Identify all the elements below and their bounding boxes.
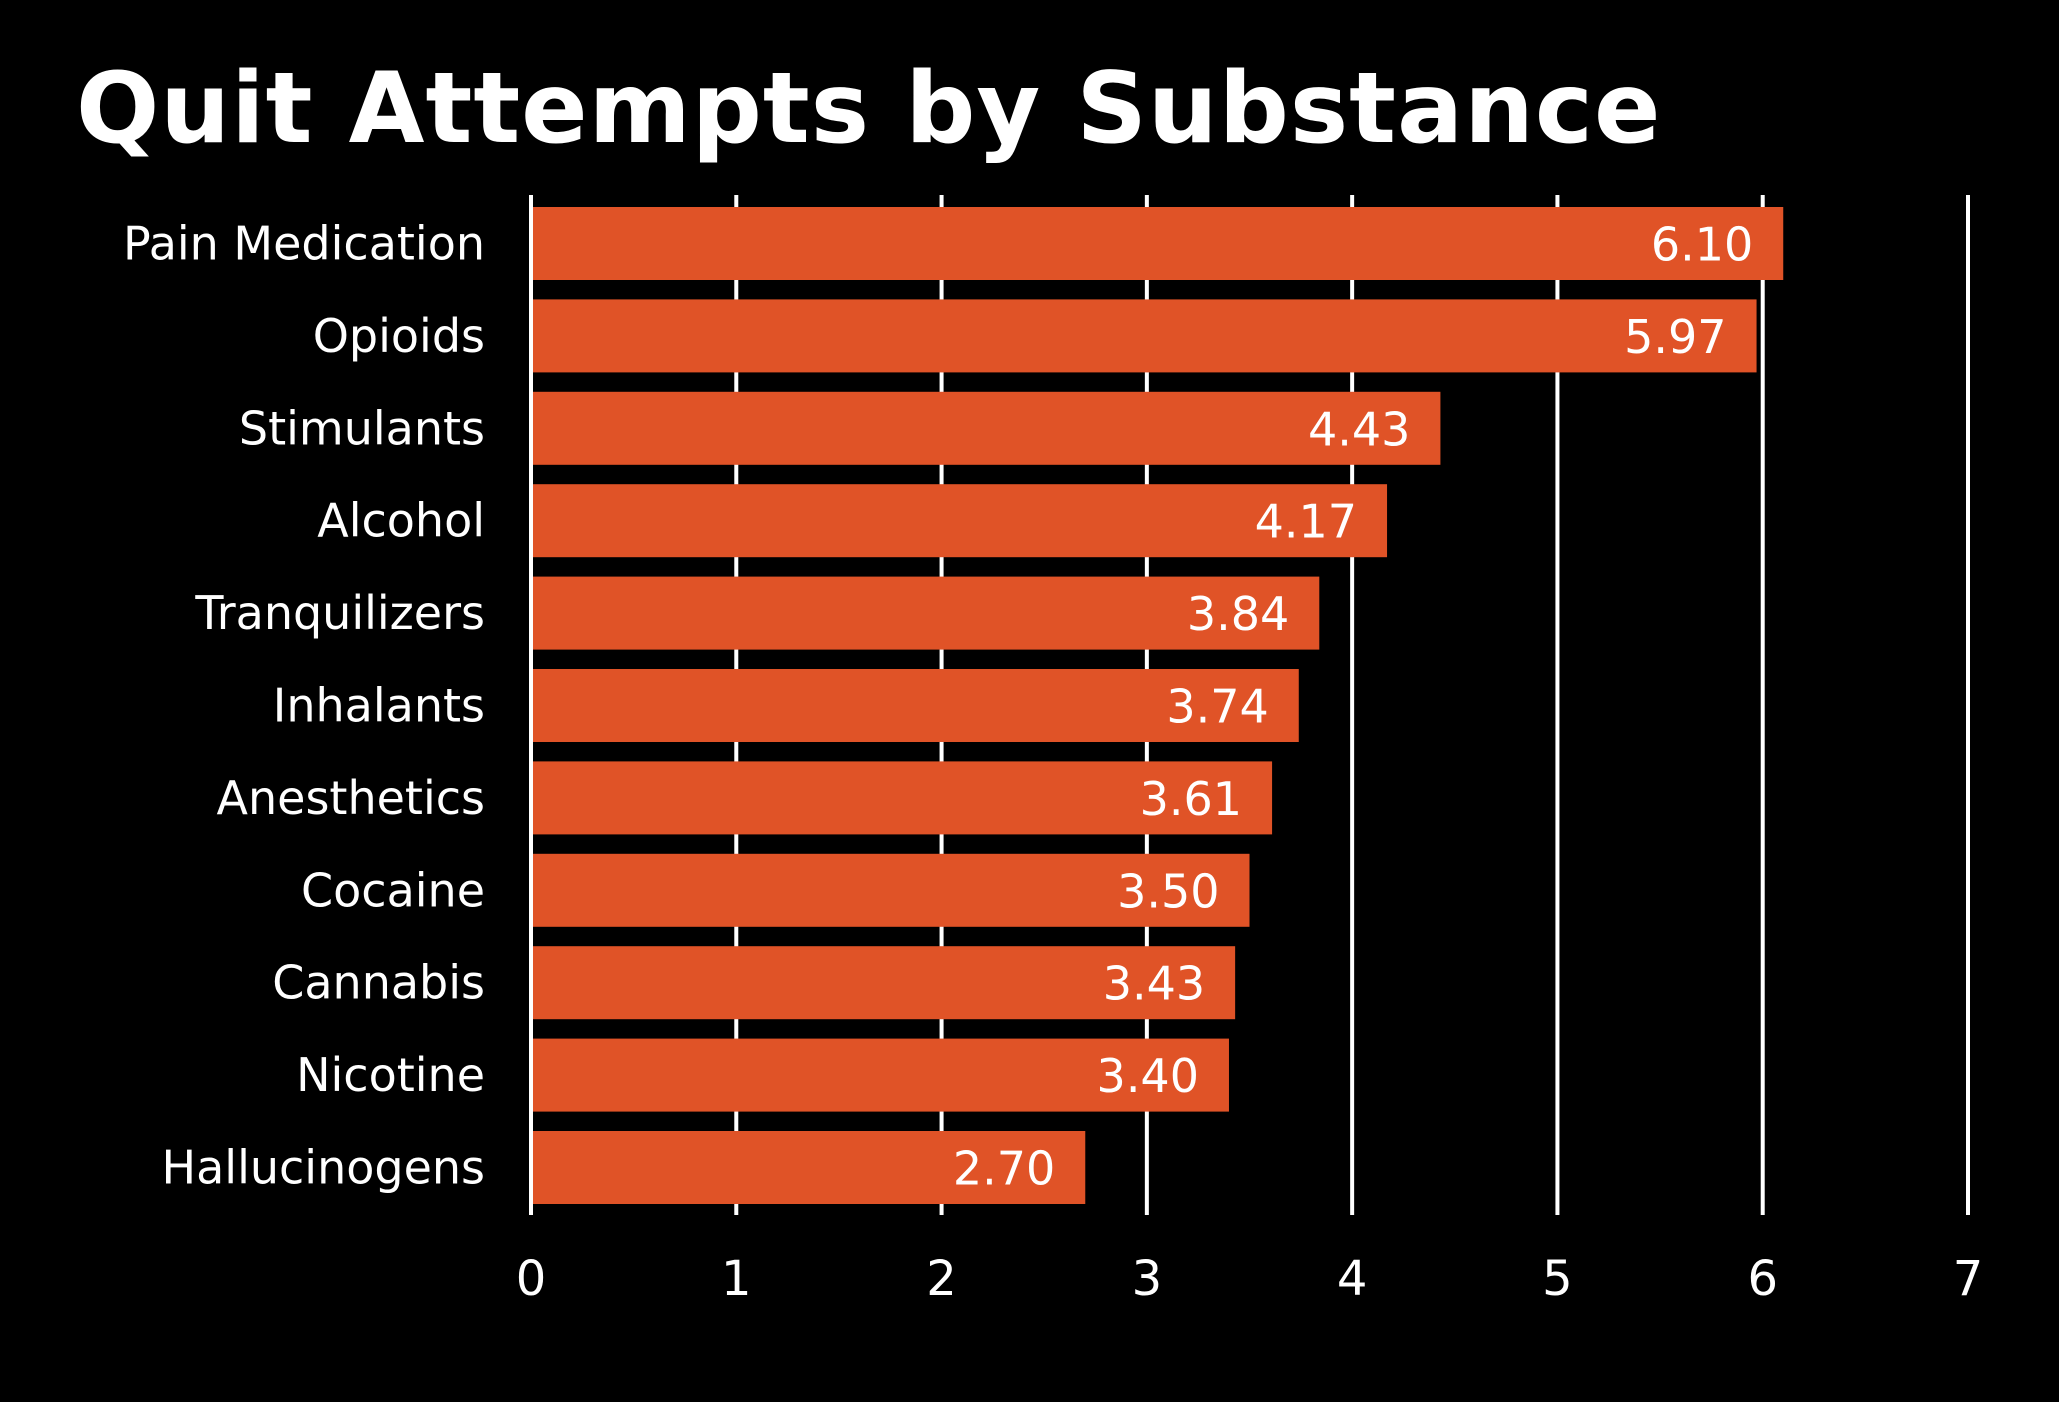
x-tick-label: 7 bbox=[1953, 1251, 1984, 1307]
bar bbox=[533, 1131, 1086, 1204]
x-tick-label: 5 bbox=[1542, 1251, 1573, 1307]
value-label: 3.43 bbox=[1103, 957, 1205, 1011]
value-label: 3.40 bbox=[1097, 1049, 1199, 1103]
category-labels: Pain Medication Opioids Stimulants Alcohol T… bbox=[123, 217, 485, 1195]
category-label: Inhalants bbox=[273, 679, 485, 733]
category-label: Anesthetics bbox=[217, 771, 485, 825]
category-label: Stimulants bbox=[239, 401, 485, 455]
bar bbox=[533, 299, 1757, 373]
bar bbox=[533, 207, 1784, 280]
category-label: Cannabis bbox=[272, 956, 485, 1010]
bar bbox=[533, 391, 1441, 465]
category-label: Tranquilizers bbox=[194, 586, 485, 640]
bars bbox=[533, 207, 1784, 1204]
category-label: Opioids bbox=[313, 309, 485, 363]
bar bbox=[533, 946, 1236, 1020]
x-tick-label: 0 bbox=[516, 1251, 547, 1307]
bar bbox=[533, 853, 1250, 927]
x-tick-label: 6 bbox=[1747, 1251, 1778, 1307]
x-tick-label: 1 bbox=[721, 1251, 752, 1307]
value-label: 4.43 bbox=[1308, 402, 1410, 456]
value-label: 2.70 bbox=[953, 1142, 1055, 1196]
bar bbox=[533, 484, 1388, 558]
category-label: Cocaine bbox=[301, 863, 485, 917]
category-label: Hallucinogens bbox=[162, 1141, 485, 1195]
chart-title: Quit Attempts by Substance bbox=[76, 52, 1662, 166]
value-label: 3.50 bbox=[1117, 864, 1219, 918]
x-tick-label: 4 bbox=[1337, 1251, 1368, 1307]
category-label: Pain Medication bbox=[123, 217, 485, 271]
value-label: 4.17 bbox=[1255, 495, 1357, 549]
value-label: 3.74 bbox=[1166, 680, 1268, 734]
value-labels: 6.10 5.97 4.43 4.17 3.84 3.74 3.61 3.50 3.43 3.40… bbox=[953, 218, 1753, 1196]
bar bbox=[533, 1038, 1229, 1112]
value-label: 5.97 bbox=[1624, 310, 1726, 364]
value-label: 3.84 bbox=[1187, 587, 1289, 641]
bar bbox=[533, 761, 1273, 835]
category-label: Alcohol bbox=[317, 494, 485, 548]
value-label: 6.10 bbox=[1651, 218, 1753, 272]
bar bbox=[533, 576, 1320, 650]
x-axis-tick-labels: 0 1 2 3 4 5 6 7 bbox=[516, 1251, 1984, 1307]
category-label: Nicotine bbox=[296, 1048, 485, 1102]
value-label: 3.61 bbox=[1140, 772, 1242, 826]
x-tick-label: 2 bbox=[926, 1251, 957, 1307]
bar bbox=[533, 669, 1299, 742]
x-tick-label: 3 bbox=[1132, 1251, 1163, 1307]
